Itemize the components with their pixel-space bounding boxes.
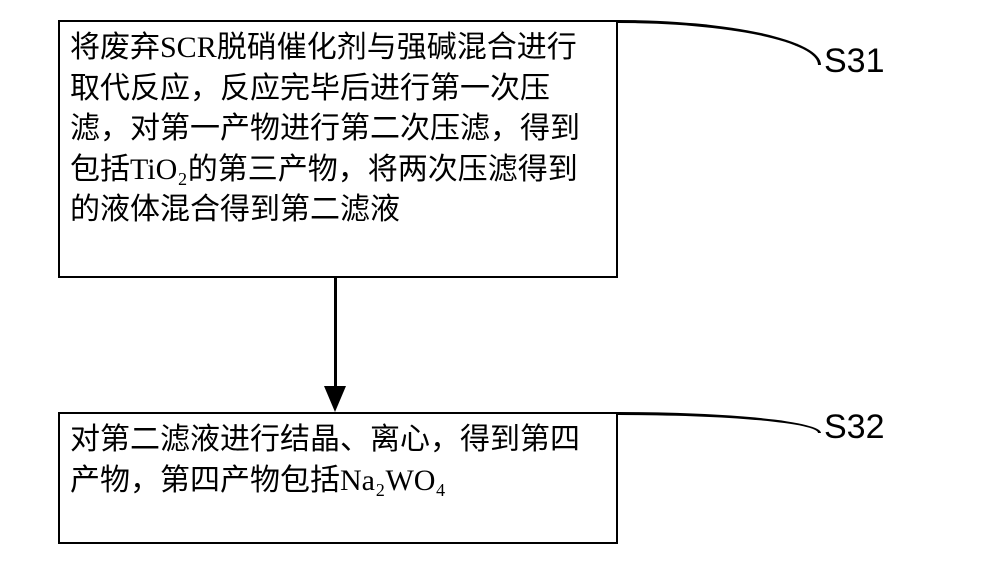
process-step-s32: 对第二滤液进行结晶、离心，得到第四产物，第四产物包括Na₂WO₄ bbox=[58, 412, 618, 544]
connector-s31 bbox=[618, 20, 821, 65]
process-step-s31-text: 将废弃SCR脱硝催化剂与强碱混合进行取代反应，反应完毕后进行第一次压滤，对第一产… bbox=[70, 28, 606, 231]
process-step-s32-text: 对第二滤液进行结晶、离心，得到第四产物，第四产物包括Na₂WO₄ bbox=[70, 420, 606, 501]
flowchart-canvas: 将废弃SCR脱硝催化剂与强碱混合进行取代反应，反应完毕后进行第一次压滤，对第一产… bbox=[0, 0, 1000, 567]
arrow-head-icon bbox=[324, 386, 346, 412]
arrow-shaft bbox=[334, 278, 337, 386]
step-label-s31: S31 bbox=[824, 42, 885, 81]
connector-s32 bbox=[618, 412, 821, 433]
process-step-s31: 将废弃SCR脱硝催化剂与强碱混合进行取代反应，反应完毕后进行第一次压滤，对第一产… bbox=[58, 20, 618, 278]
step-label-s32: S32 bbox=[824, 408, 885, 447]
